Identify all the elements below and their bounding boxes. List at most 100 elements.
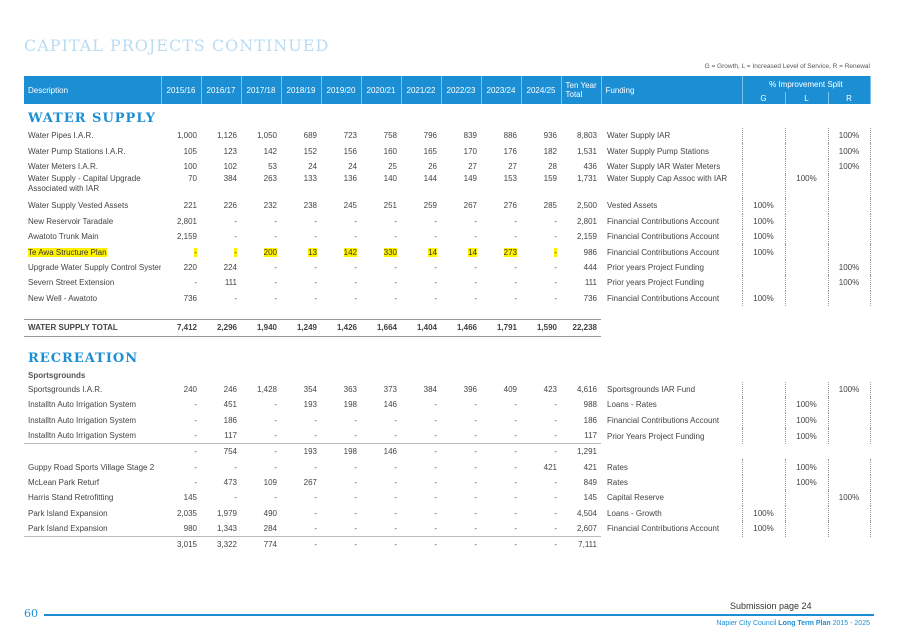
row-split-g (741, 143, 785, 159)
row-split-g (741, 174, 785, 199)
row-split-l (784, 381, 828, 398)
row-value: - (554, 400, 557, 410)
row-value: 758 (383, 131, 397, 141)
row-split-r (827, 459, 871, 475)
row-split-l: 100% (784, 412, 828, 429)
row-value: 28 (548, 161, 557, 171)
row-value: - (554, 293, 557, 303)
submission-page: Submission page 24 (730, 601, 812, 611)
section-heading-recreation: RECREATION (24, 345, 870, 369)
row-value: - (194, 415, 197, 425)
row-value: - (554, 493, 557, 503)
row-value: - (434, 508, 437, 518)
row-description: Guppy Road Sports Village Stage 2 (28, 462, 155, 472)
row-split-r (827, 521, 871, 537)
table-row: New Well - Awatoto 736 - - - - - - - - - 736 Financi… (24, 290, 871, 306)
row-value: 149 (463, 174, 477, 184)
row-split-l: 100% (784, 459, 828, 475)
row-value: 409 (503, 385, 517, 395)
row-funding: Rates (607, 462, 628, 472)
row-value: - (434, 293, 437, 303)
row-value: 980 (183, 524, 197, 534)
row-split-g: 100% (741, 521, 785, 537)
table-row: Severn Street Extension - 111 - - - - - - - - 111 Pr… (24, 275, 871, 291)
row-value: - (394, 524, 397, 534)
footer-rule (44, 614, 874, 616)
row-value: - (161, 244, 201, 259)
col-split-g: G (742, 92, 786, 104)
row-value: 152 (303, 146, 317, 156)
row-value: - (474, 293, 477, 303)
row-value: - (434, 524, 437, 534)
row-value: 198 (343, 400, 357, 410)
row-value-text: 14 (428, 247, 437, 257)
row-value: - (394, 278, 397, 288)
row-split-l (784, 505, 828, 522)
row-value: 240 (183, 385, 197, 395)
total-value: 3,322 (201, 536, 241, 553)
row-value: - (274, 232, 277, 242)
total-value: - (241, 443, 281, 460)
row-value: 451 (223, 400, 237, 410)
row-value: - (394, 262, 397, 272)
row-value: 153 (503, 174, 517, 184)
total-empty (601, 444, 870, 460)
row-value: 259 (423, 201, 437, 211)
row-value: 105 (183, 146, 197, 156)
row-description: Water Pipes I.A.R. (28, 131, 94, 141)
total-value: - (401, 536, 441, 553)
row-value: - (354, 216, 357, 226)
total-value: - (481, 536, 521, 553)
table-row: Park Island Expansion 2,035 1,979 490 - - - - - -… (24, 505, 871, 522)
row-value: 238 (303, 201, 317, 211)
row-total: 444 (583, 262, 597, 272)
row-value: - (274, 431, 277, 441)
col-year: 2018/19 (281, 76, 322, 104)
table-row: Harris Stand Retrofitting 145 - - - - - - - - - 145… (24, 490, 871, 506)
row-value-text: - (194, 247, 197, 257)
row-value: 102 (223, 161, 237, 171)
row-value: 263 (263, 174, 277, 184)
row-split-r (827, 428, 871, 444)
row-split-g: 100% (741, 213, 785, 229)
row-value: 159 (543, 174, 557, 184)
total-value: - (161, 443, 201, 460)
row-value: - (314, 216, 317, 226)
row-value: - (474, 415, 477, 425)
row-value: - (474, 278, 477, 288)
row-value: 160 (383, 146, 397, 156)
row-total: 4,504 (576, 508, 597, 518)
row-value: - (234, 493, 237, 503)
total-value: - (521, 443, 561, 460)
row-description: McLean Park Returf (28, 478, 100, 488)
plan-footer: Napier City Council Long Term Plan 2015 … (716, 620, 870, 627)
row-value: 1,428 (256, 385, 277, 395)
row-value: 373 (383, 385, 397, 395)
row-value: 226 (223, 201, 237, 211)
row-total: 117 (584, 431, 597, 441)
row-value: - (354, 493, 357, 503)
row-value: - (474, 232, 477, 242)
row-value: 273 (481, 244, 521, 259)
row-value: 354 (303, 385, 317, 395)
total-label: WATER SUPPLY TOTAL (24, 318, 161, 337)
row-description: New Reservoir Taradale (28, 216, 114, 226)
row-value-text: 330 (383, 247, 397, 257)
row-value: 1,979 (216, 508, 237, 518)
row-split-l (784, 244, 828, 260)
page-number: 60 (24, 607, 38, 620)
row-total: 2,159 (576, 232, 597, 242)
row-value: - (314, 415, 317, 425)
row-value: 133 (303, 174, 317, 184)
row-split-r (827, 244, 871, 260)
row-funding: Financial Contributions Account (607, 524, 720, 534)
row-split-g (741, 158, 785, 175)
row-value: 25 (388, 161, 397, 171)
row-split-g: 100% (741, 290, 785, 306)
capital-projects-table: Description 2015/16 2016/17 2017/18 2018… (24, 76, 871, 553)
row-value: 13 (281, 244, 321, 259)
row-split-r (827, 397, 871, 413)
row-value: - (394, 493, 397, 503)
section-heading-water-supply-text: WATER SUPPLY (28, 110, 156, 126)
row-funding: Water Supply Pump Stations (607, 146, 709, 156)
